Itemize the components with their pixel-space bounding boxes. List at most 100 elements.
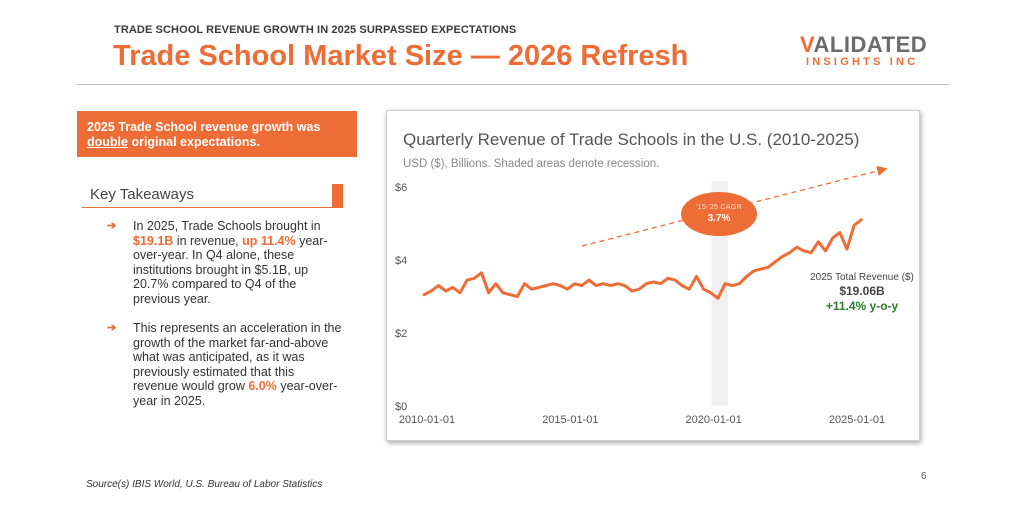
revenue-data-point: [488, 292, 490, 294]
revenue-data-point: [559, 285, 561, 287]
revenue-data-point: [502, 292, 504, 294]
annotation-value: $19.06B: [839, 284, 885, 298]
revenue-data-point: [839, 232, 841, 234]
revenue-data-point: [538, 286, 540, 288]
arrow-right-icon: ➔: [107, 220, 117, 232]
chart-subtitle: USD ($), Billions. Shaded areas denote r…: [403, 158, 659, 170]
takeaway-bullet-2: ➔ This represents an acceleration in the…: [107, 321, 342, 409]
revenue-chart-svg: Quarterly Revenue of Trade Schools in th…: [395, 130, 914, 426]
revenue-data-point: [710, 292, 712, 294]
revenue-data-point: [746, 275, 748, 277]
revenue-data-point: [609, 285, 612, 287]
revenue-data-point: [531, 288, 533, 290]
source-note: Source(s) IBIS World, U.S. Bureau of Lab…: [86, 479, 323, 490]
revenue-data-point: [617, 283, 619, 285]
revenue-data-point: [638, 288, 640, 290]
revenue-data-point: [796, 246, 798, 248]
logo-v-letter: V: [800, 32, 814, 57]
revenue-data-point: [781, 255, 784, 257]
revenue-data-point: [423, 294, 425, 296]
revenue-data-point: [824, 250, 827, 252]
revenue-data-point: [738, 283, 741, 285]
key-takeaways-heading: Key Takeaways: [90, 186, 194, 203]
key-takeaways-accent-bar: [332, 184, 343, 208]
takeaway-bullet-1-text: In 2025, Trade Schools brought in $19.1B…: [133, 219, 328, 306]
revenue-data-point: [602, 283, 604, 285]
revenue-data-point: [832, 237, 834, 239]
revenue-data-point: [695, 275, 698, 277]
chart-title: Quarterly Revenue of Trade Schools in th…: [403, 130, 859, 149]
cagr-label: '15-'25 CAGR: [696, 202, 742, 211]
revenue-data-point: [645, 283, 647, 285]
revenue-data-point: [523, 283, 526, 285]
revenue-data-point: [574, 283, 576, 285]
revenue-data-point: [588, 279, 590, 281]
y-tick-label: $6: [395, 182, 407, 194]
revenue-data-point: [753, 270, 755, 272]
revenue-data-point: [445, 290, 447, 292]
revenue-data-point: [660, 283, 662, 285]
revenue-data-point: [452, 286, 454, 288]
y-tick-label: $4: [395, 255, 407, 267]
revenue-data-point: [760, 268, 762, 270]
revenue-data-point: [688, 288, 690, 290]
revenue-data-point: [652, 281, 655, 283]
x-tick-label: 2015-01-01: [542, 414, 598, 426]
revenue-data-point: [552, 283, 554, 285]
header-divider: [77, 84, 949, 85]
annotation-label: 2025 Total Revenue ($): [810, 272, 914, 283]
revenue-data-point: [846, 248, 848, 250]
revenue-data-point: [817, 241, 819, 243]
cagr-value: 3.7%: [708, 213, 731, 224]
revenue-data-point: [581, 285, 583, 287]
page-title: Trade School Market Size — 2026 Refresh: [113, 40, 689, 72]
takeaway-bullet-1: ➔ In 2025, Trade Schools brought in $19.…: [107, 219, 342, 307]
revenue-chart: Quarterly Revenue of Trade Schools in th…: [386, 110, 920, 441]
revenue-data-point: [681, 285, 683, 287]
revenue-data-point: [437, 285, 440, 287]
revenue-data-point: [495, 283, 497, 285]
revenue-data-point: [473, 277, 475, 279]
callout-underlined: double: [87, 135, 128, 149]
validated-insights-logo: VALIDATED INSIGHTS INC: [800, 34, 930, 72]
takeaway-bullet-2-text: This represents an acceleration in the g…: [133, 321, 342, 408]
revenue-data-point: [595, 285, 597, 287]
logo-tagline: INSIGHTS INC: [806, 56, 919, 68]
revenue-data-point: [516, 295, 518, 298]
revenue-data-point: [509, 294, 511, 296]
revenue-data-point: [624, 285, 626, 287]
revenue-data-point: [810, 252, 812, 254]
revenue-data-point: [803, 250, 805, 252]
revenue-data-point: [731, 285, 733, 287]
key-takeaways-underline: [82, 207, 332, 208]
revenue-data-point: [674, 279, 676, 281]
revenue-data-point: [717, 297, 719, 299]
revenue-data-point: [459, 292, 461, 294]
revenue-data-point: [430, 290, 432, 292]
callout-text-1: 2025 Trade School revenue growth was: [87, 120, 321, 134]
revenue-data-point: [631, 290, 633, 292]
revenue-data-point: [774, 261, 776, 263]
logo-wordmark-rest: ALIDATED: [813, 32, 928, 57]
revenue-data-point: [789, 252, 791, 254]
revenue-data-point: [545, 285, 547, 287]
revenue-data-point: [724, 283, 726, 285]
revenue-data-point: [667, 277, 669, 279]
y-tick-label: $0: [395, 401, 407, 413]
x-tick-label: 2010-01-01: [399, 414, 455, 426]
revenue-data-point: [480, 272, 483, 274]
y-tick-label: $2: [395, 328, 407, 340]
revenue-data-point: [466, 279, 468, 281]
cagr-bubble: [681, 192, 757, 236]
page-number: 6: [921, 471, 927, 482]
logo-wordmark: VALIDATED: [800, 34, 930, 56]
arrow-right-icon: ➔: [107, 322, 117, 334]
page-kicker: TRADE SCHOOL REVENUE GROWTH IN 2025 SURP…: [114, 24, 517, 36]
callout-box: 2025 Trade School revenue growth was dou…: [77, 111, 357, 157]
revenue-data-point: [767, 266, 769, 268]
revenue-data-point: [566, 288, 569, 290]
revenue-data-point: [703, 288, 705, 290]
annotation-growth: +11.4% y-o-y: [826, 299, 899, 313]
revenue-data-point: [853, 224, 855, 226]
revenue-series-line: [422, 218, 863, 300]
